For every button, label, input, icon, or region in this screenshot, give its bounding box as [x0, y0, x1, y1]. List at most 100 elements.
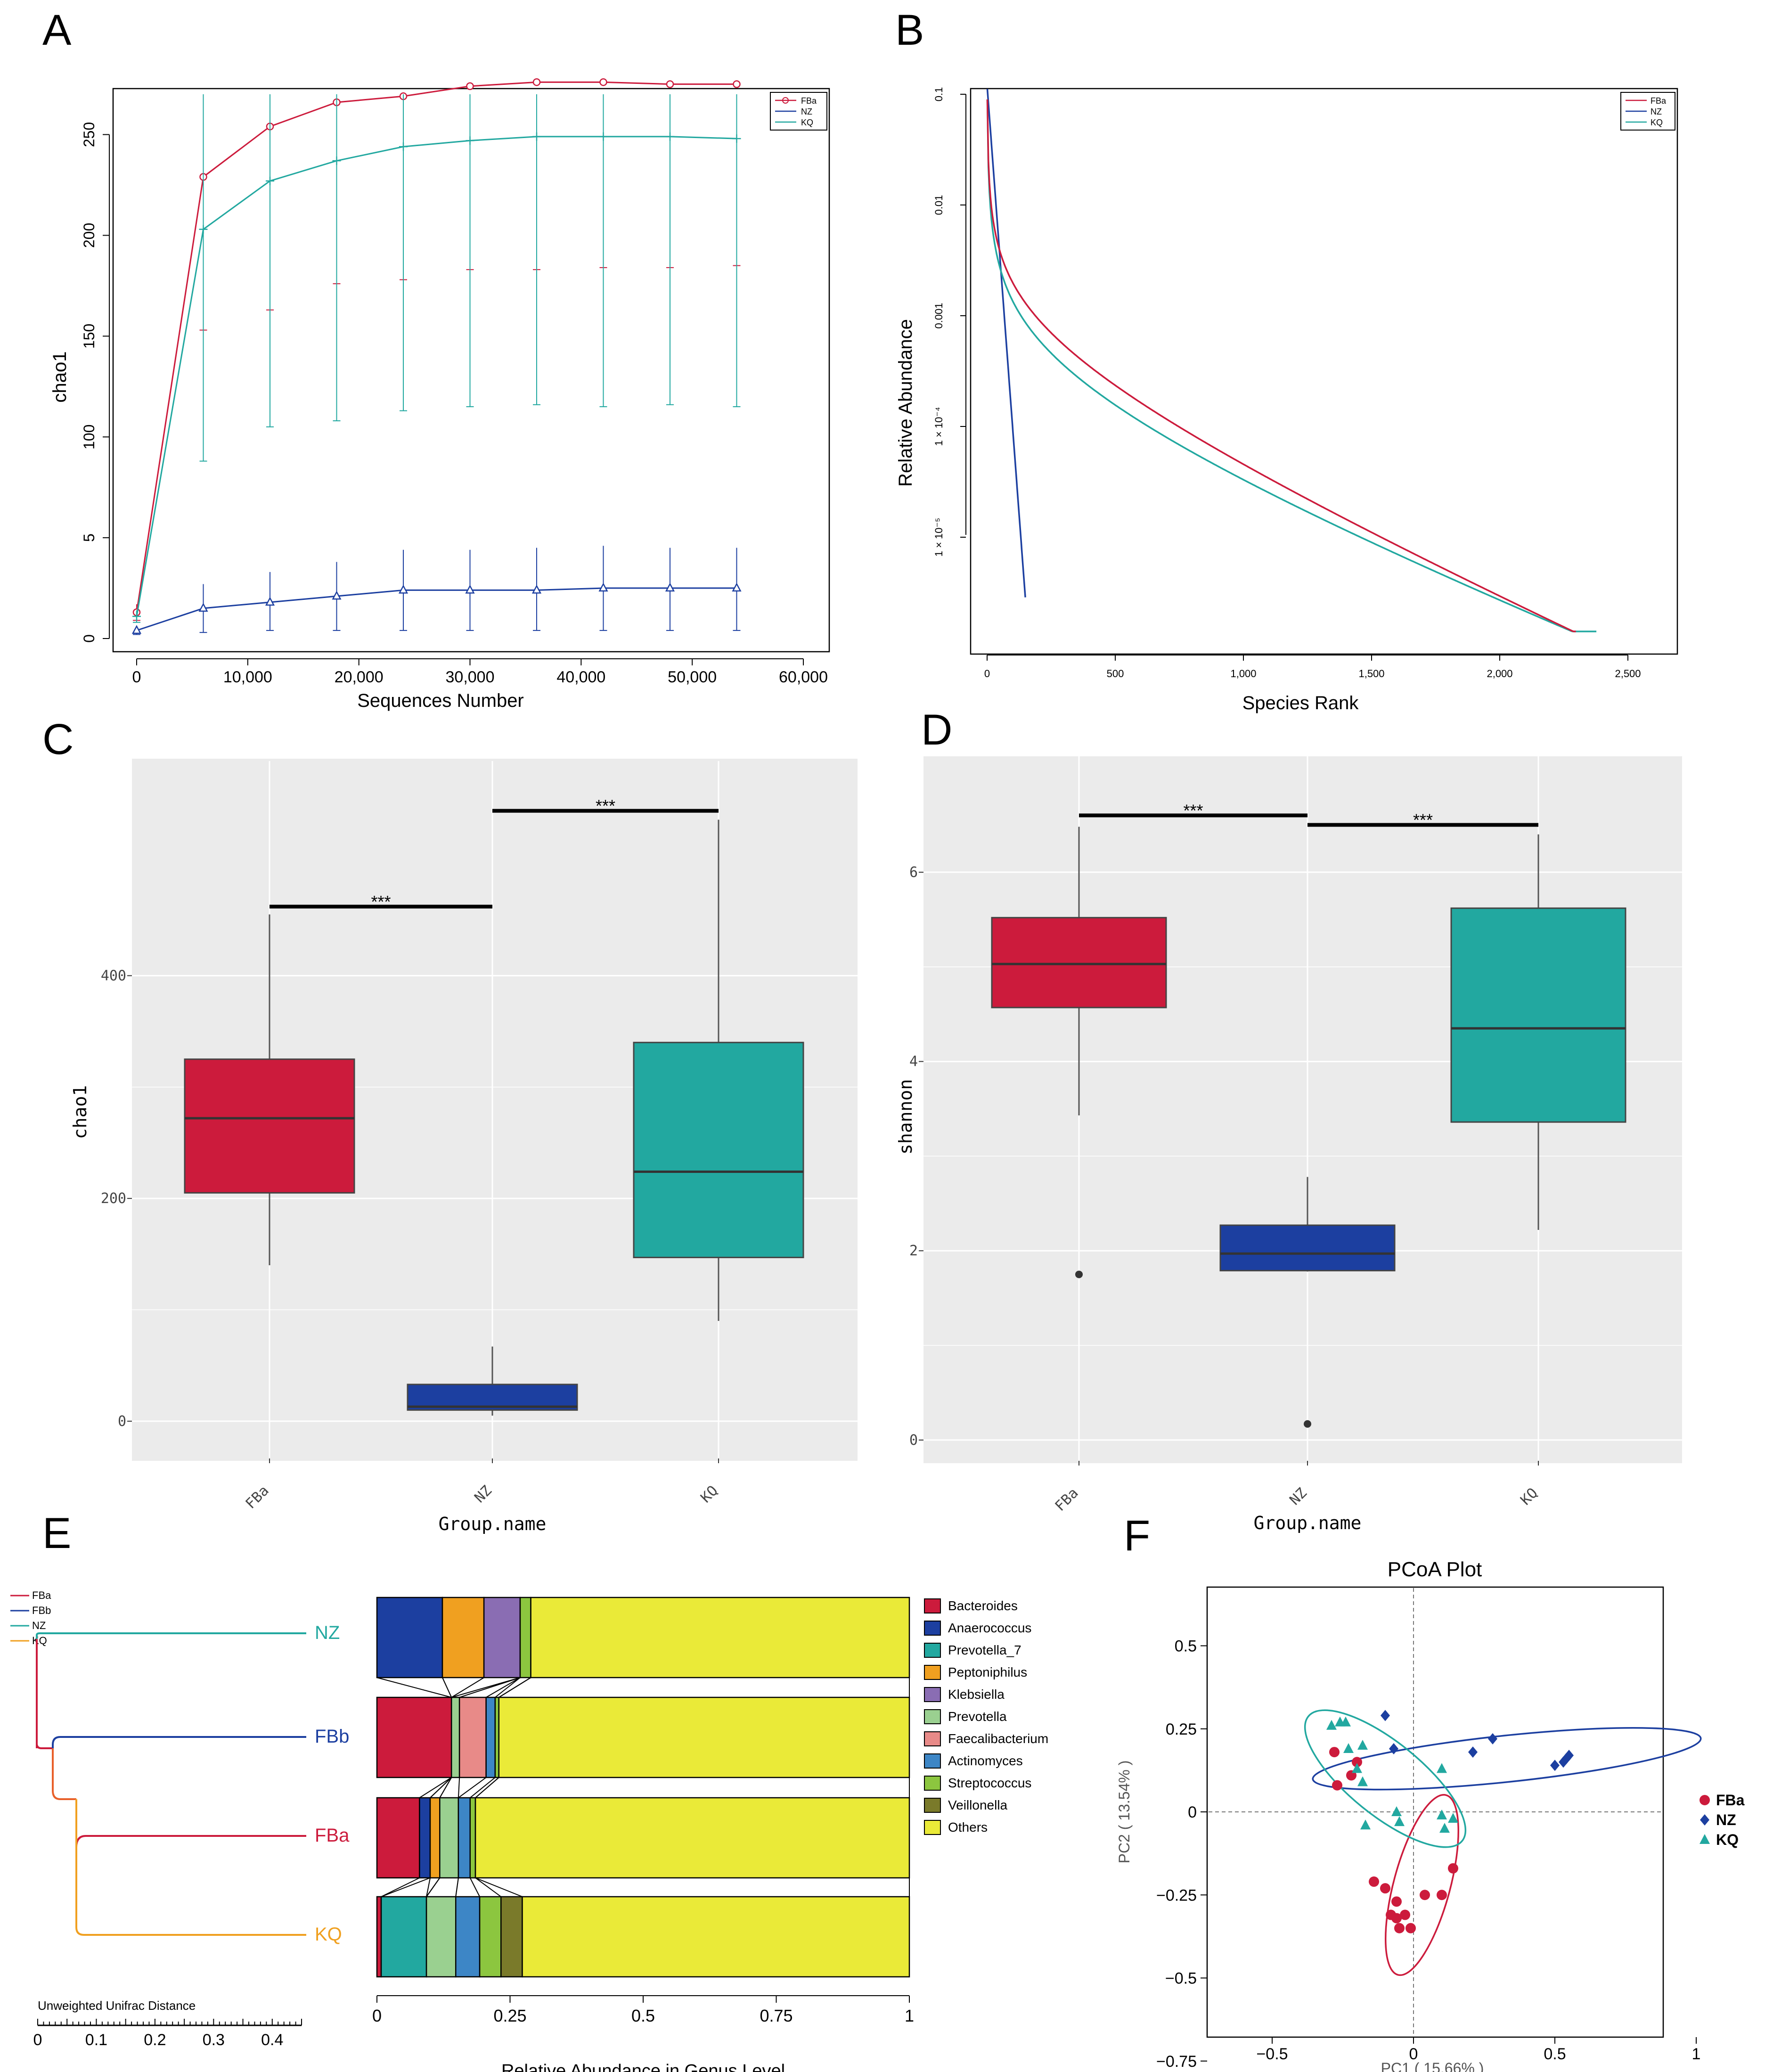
point-kq [466, 136, 474, 145]
e-x-tick-label: 0.5 [631, 2006, 655, 2025]
legend-label-others: Others [948, 1820, 988, 1834]
legend-swatch-faecalibacterium [924, 1731, 941, 1746]
point-fba [1394, 1923, 1405, 1933]
bar-segment-fba-bacteroides [376, 1797, 420, 1879]
panel-b-rank-abundance: 0 500 1,000 1,500 2,000 2,500 0.1 0.01 0.001 1 ×… [895, 87, 1678, 713]
point-nz [531, 584, 542, 594]
legend-swatch-anaerococcus [924, 1621, 941, 1636]
point-fba [666, 80, 674, 88]
panel-letter-b: B [895, 6, 924, 54]
legend-b-fba: FBa [1651, 96, 1667, 106]
legend-swatch-actinomyces [924, 1753, 941, 1769]
x-tick-label: FBa [1052, 1485, 1082, 1515]
point-nz [1488, 1733, 1497, 1744]
legend-swatch-streptococcus [924, 1776, 941, 1791]
b-x-tick-label: 1,500 [1358, 668, 1384, 680]
point-kq [1437, 1810, 1447, 1820]
line-nz [136, 587, 737, 631]
point-nz [332, 590, 342, 600]
panel-d-ylabel: shannon [895, 1079, 916, 1155]
bar-segment-fbb-actinomyces [485, 1696, 496, 1778]
tree-legend-fbb: FBb [32, 1605, 51, 1616]
bar-segment-nz-klebsiella [483, 1597, 521, 1679]
point-nz [1381, 1710, 1390, 1721]
panel-letter-c: C [42, 715, 74, 763]
bar-segment-fba-streptococcus [469, 1797, 476, 1879]
point-kq [1357, 1776, 1368, 1786]
point-fba [1420, 1890, 1430, 1900]
legend-swatch-prevotella_7 [924, 1643, 941, 1658]
dendrogram [36, 1632, 306, 1936]
bar-segment-fbb-bacteroides [376, 1696, 452, 1778]
tree-branch-nz [36, 1632, 306, 1639]
legend-label-bacteroides: Bacteroides [948, 1598, 1018, 1613]
genus-legend: Bacteroides Anaerococcus Prevotella_7 Pepto… [924, 1598, 1048, 1835]
b-y-tick-label: 1 × 10⁻⁵ [933, 518, 945, 557]
point-fba [1391, 1896, 1402, 1907]
point-nz [1550, 1760, 1560, 1771]
point-nz [732, 582, 742, 592]
f-x-tick-label: 0.5 [1544, 2045, 1566, 2063]
legend-marker-fba [1700, 1795, 1710, 1805]
legend-label-peptoniphilus: Peptoniphilus [948, 1665, 1027, 1679]
panel-b-ylabel: Relative Abundance [895, 319, 916, 487]
point-kq [732, 134, 741, 143]
point-fba [1400, 1909, 1410, 1920]
a-y-tick-label: 250 [81, 122, 98, 147]
bar-segment-fbb-prevotella [450, 1696, 460, 1778]
point-fba [1380, 1883, 1390, 1894]
a-y-tick-label: 150 [81, 324, 98, 349]
a-y-tick-label: 200 [81, 223, 98, 248]
pcoa-legend: FBa NZ KQ [1700, 1792, 1745, 1848]
bar-connector [419, 1777, 452, 1798]
f-x-tick-label: −0.5 [1256, 2045, 1288, 2063]
panel-f-pcoa: PCoA Plot −0.5 0 0.5 1 −0.75 −0.5 −0.25 0 0.25 0.… [1116, 1558, 1745, 2072]
f-x-tick-label: 0 [1409, 2045, 1418, 2063]
tree-scale-label: 0 [33, 2031, 42, 2049]
point-fba [1369, 1876, 1379, 1887]
point-nz [598, 582, 608, 592]
point-fba [1437, 1890, 1447, 1900]
panel-f-ylabel: PC2 ( 13.54% ) [1116, 1761, 1133, 1864]
point-nz [265, 597, 275, 606]
f-y-tick-label: 0 [1188, 1803, 1197, 1821]
legend-swatch-veillonella [924, 1798, 941, 1813]
a-x-tick-label: 20,000 [335, 668, 384, 686]
bar-connector [381, 1877, 420, 1897]
point-fba [1391, 1913, 1402, 1924]
bar-connector [376, 1677, 452, 1698]
significance-label: *** [371, 892, 391, 911]
point-kq [332, 156, 341, 165]
bar-connector [426, 1877, 441, 1897]
a-x-tick-label: 0 [132, 668, 141, 686]
point-fba [1332, 1780, 1342, 1791]
bar-segment-kq-prevotella_7 [380, 1896, 427, 1978]
legend-label-fba: FBa [1716, 1792, 1745, 1809]
f-y-tick-label: −0.5 [1165, 1970, 1197, 1988]
b-y-tick-label: 1 × 10⁻⁴ [933, 407, 945, 446]
outlier-fba [1075, 1270, 1083, 1278]
point-kq [1340, 1716, 1351, 1727]
bar-connector [498, 1677, 531, 1698]
b-x-tick-label: 1,000 [1230, 668, 1256, 680]
significance-label: *** [596, 796, 615, 816]
point-kq [199, 225, 208, 234]
tree-legend-fba: FBa [32, 1589, 51, 1601]
point-fba [1329, 1747, 1340, 1758]
panel-letter-a: A [42, 6, 72, 54]
panel-f-xlabel: PC1 ( 15.66% ) [1381, 2060, 1484, 2072]
panel-d-xlabel: Group.name [1254, 1513, 1362, 1533]
box-fba [184, 1058, 355, 1194]
confidence-ellipse-nz [1312, 1727, 1702, 1791]
bar-segment-kq-veillonella [500, 1896, 523, 1978]
e-x-tick-label: 0 [372, 2006, 382, 2025]
f-y-tick-label: 0.5 [1175, 1638, 1197, 1655]
bar-segment-kq-others [522, 1896, 910, 1978]
panel-d-boxplot-shannon: *** *** 0 2 4 6 FBa NZ KQ Group.name shannon [895, 754, 1682, 1533]
bar-segment-nz-peptoniphilus [441, 1597, 485, 1679]
legend-marker-fba [782, 97, 789, 104]
bar-connector [442, 1677, 452, 1698]
x-tick-label: KQ [1517, 1485, 1541, 1508]
a-y-tick-label: 5 [81, 533, 98, 542]
